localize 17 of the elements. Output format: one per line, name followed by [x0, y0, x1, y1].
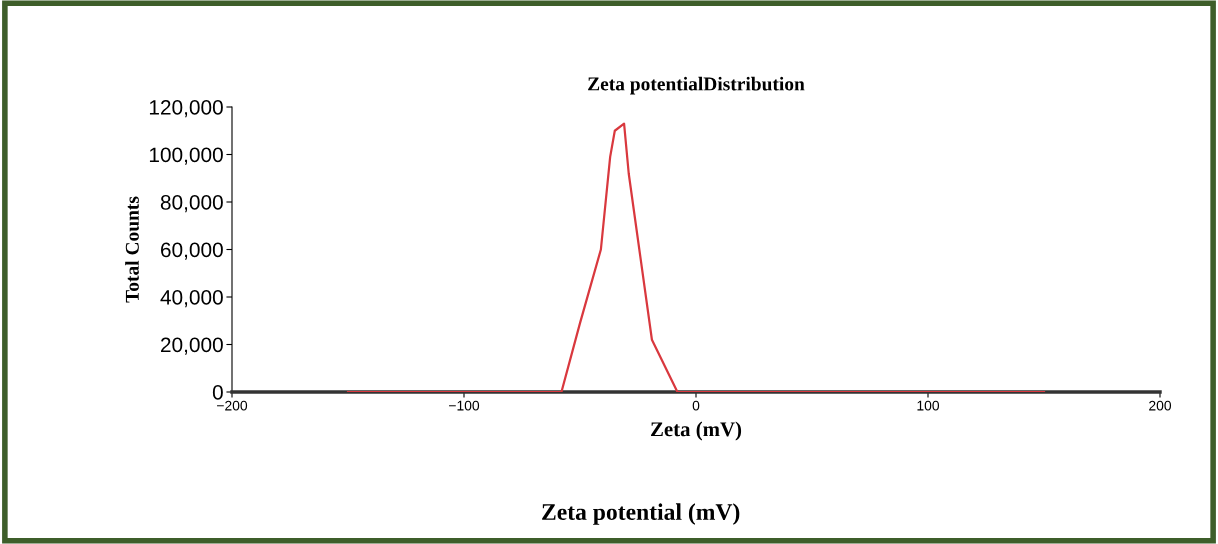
x-tick-label: 200: [1149, 400, 1172, 411]
y-tick-label: 100,000: [149, 147, 223, 165]
y-tick-label: 20,000: [161, 337, 223, 355]
x-tick-label: 0: [692, 400, 700, 411]
x-tick-label: −200: [217, 400, 248, 411]
x-tick-label: −100: [449, 400, 480, 411]
y-tick-label: 40,000: [160, 290, 223, 308]
text: Zeta potential (mV): [542, 503, 740, 525]
line-series: [346, 122, 1046, 392]
chart-title: Zeta potentialDistribution: [588, 76, 805, 95]
y-tick-label: 80,000: [160, 195, 223, 213]
y-tick-label: 120,000: [149, 100, 223, 118]
y-axis-title: Total Counts: [125, 196, 139, 303]
x-axis-title: Zeta (mV): [651, 421, 742, 441]
x-tick-label: 100: [917, 400, 940, 411]
y-tick-label: 0: [212, 385, 223, 400]
y-tick-label: 60,000: [161, 242, 223, 260]
